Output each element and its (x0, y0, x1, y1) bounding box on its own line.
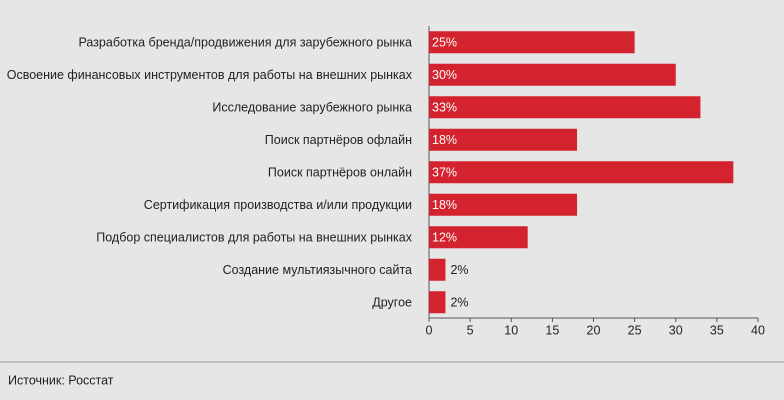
bar (429, 96, 701, 119)
x-tick-label: 5 (467, 323, 474, 337)
x-tick-label: 35 (710, 323, 724, 337)
bar (429, 128, 578, 151)
x-tick-label: 10 (504, 323, 518, 337)
category-label: Исследование зарубежного рынка (212, 101, 412, 115)
category-label: Создание мультиязычного сайта (223, 263, 412, 277)
value-label: 30% (432, 68, 457, 82)
x-tick-label: 0 (426, 323, 433, 337)
bar (429, 63, 676, 86)
x-tick-label: 15 (545, 323, 559, 337)
value-label: 18% (432, 133, 457, 147)
value-label: 33% (432, 101, 457, 115)
x-tick-label: 20 (587, 323, 601, 337)
value-label: 18% (432, 198, 457, 212)
bar (429, 193, 578, 216)
value-label: 2% (450, 296, 468, 310)
category-label: Разработка бренда/продвижения для зарубе… (78, 36, 412, 50)
value-label: 37% (432, 166, 457, 180)
category-label: Поиск партнёров офлайн (265, 133, 412, 147)
bar (429, 161, 734, 184)
bar (429, 226, 528, 249)
category-label: Другое (372, 296, 412, 310)
x-tick-label: 40 (751, 323, 765, 337)
value-label: 2% (450, 263, 468, 277)
value-label: 12% (432, 231, 457, 245)
category-label: Сертификация производства и/или продукци… (144, 198, 412, 212)
x-tick-label: 30 (669, 323, 683, 337)
bar (429, 291, 446, 314)
bar (429, 258, 446, 281)
x-tick-label: 25 (628, 323, 642, 337)
bar (429, 31, 635, 54)
source: Источник: Росстат (8, 373, 114, 387)
category-label: Освоение финансовых инструментов для раб… (7, 68, 413, 82)
category-label: Подбор специалистов для работы на внешни… (96, 231, 412, 245)
category-label: Поиск партнёров онлайн (268, 166, 412, 180)
value-label: 25% (432, 36, 457, 50)
